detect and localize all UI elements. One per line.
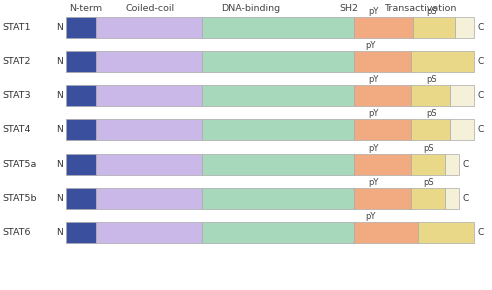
Text: STAT5a: STAT5a <box>2 160 37 169</box>
Bar <box>354 51 411 72</box>
Text: C: C <box>478 57 484 66</box>
Text: Transactivation: Transactivation <box>384 4 457 13</box>
Bar <box>202 188 354 209</box>
Bar <box>354 119 411 140</box>
Bar <box>202 154 354 175</box>
Bar <box>66 17 96 38</box>
Bar <box>66 51 96 72</box>
Bar <box>455 17 474 38</box>
Bar <box>96 188 202 209</box>
Text: pY: pY <box>369 144 379 153</box>
Bar <box>202 85 354 106</box>
Text: Coiled-coil: Coiled-coil <box>125 4 175 13</box>
Text: N-term: N-term <box>69 4 103 13</box>
Text: C: C <box>478 125 484 135</box>
Bar <box>354 222 418 243</box>
Bar <box>354 17 413 38</box>
Bar <box>411 188 445 209</box>
Bar <box>66 222 96 243</box>
Bar <box>413 17 455 38</box>
Bar <box>96 51 202 72</box>
Bar <box>96 17 202 38</box>
Text: DNA-binding: DNA-binding <box>221 4 280 13</box>
Text: C: C <box>478 91 484 100</box>
Text: N: N <box>56 194 63 203</box>
Bar <box>66 85 96 106</box>
Text: N: N <box>56 228 63 237</box>
Bar <box>354 188 411 209</box>
Text: pS: pS <box>427 7 437 16</box>
Bar <box>96 222 202 243</box>
Text: STAT3: STAT3 <box>2 91 31 100</box>
Bar <box>96 119 202 140</box>
Text: pY: pY <box>369 178 379 187</box>
Text: N: N <box>56 160 63 169</box>
Bar <box>66 119 96 140</box>
Text: pY: pY <box>365 41 375 50</box>
Bar <box>445 154 459 175</box>
Text: pY: pY <box>369 7 379 16</box>
Text: N: N <box>56 23 63 32</box>
Bar <box>450 119 474 140</box>
Bar <box>202 51 354 72</box>
Text: N: N <box>56 125 63 135</box>
Text: C: C <box>478 228 484 237</box>
Text: C: C <box>463 160 469 169</box>
Text: STAT5b: STAT5b <box>2 194 37 203</box>
Bar <box>354 85 411 106</box>
Text: pS: pS <box>424 144 434 153</box>
Text: pY: pY <box>369 75 379 84</box>
Bar <box>411 85 450 106</box>
Bar <box>418 222 474 243</box>
Text: STAT4: STAT4 <box>2 125 31 135</box>
Text: STAT6: STAT6 <box>2 228 31 237</box>
Bar <box>450 85 474 106</box>
Text: C: C <box>478 23 484 32</box>
Bar <box>66 188 96 209</box>
Text: pY: pY <box>369 109 379 118</box>
Text: pY: pY <box>365 212 375 221</box>
Bar <box>411 154 445 175</box>
Text: pS: pS <box>427 109 437 118</box>
Text: pS: pS <box>424 178 434 187</box>
Bar <box>202 222 354 243</box>
Bar <box>411 119 450 140</box>
Text: SH2: SH2 <box>340 4 359 13</box>
Bar <box>66 154 96 175</box>
Text: STAT2: STAT2 <box>2 57 31 66</box>
Bar <box>202 17 354 38</box>
Text: pS: pS <box>427 75 437 84</box>
Bar <box>354 154 411 175</box>
Text: N: N <box>56 91 63 100</box>
Text: C: C <box>463 194 469 203</box>
Bar <box>445 188 459 209</box>
Text: N: N <box>56 57 63 66</box>
Bar <box>96 85 202 106</box>
Bar <box>411 51 474 72</box>
Text: STAT1: STAT1 <box>2 23 31 32</box>
Bar <box>96 154 202 175</box>
Bar <box>202 119 354 140</box>
